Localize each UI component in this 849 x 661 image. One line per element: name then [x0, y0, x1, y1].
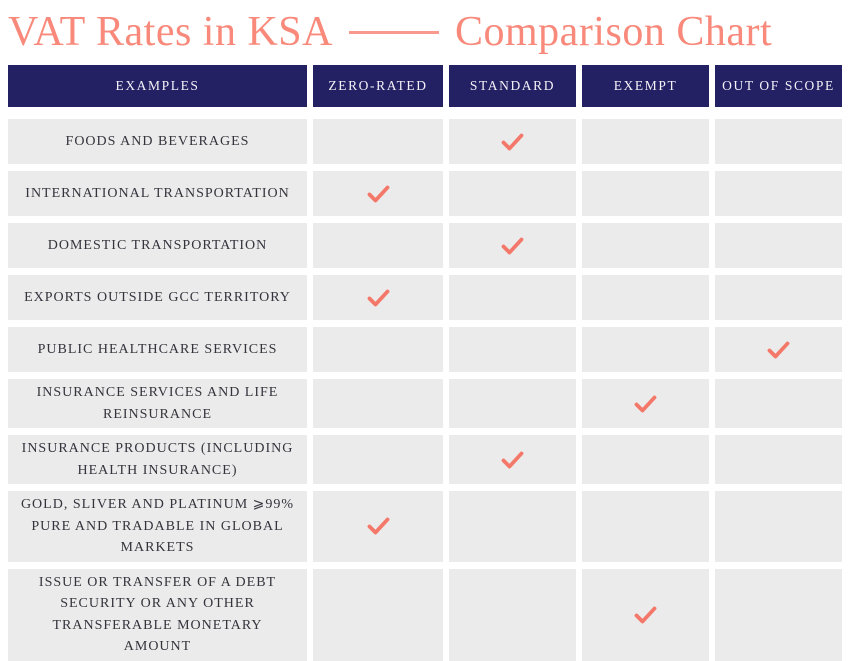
rate-cell — [449, 223, 576, 268]
rate-cell — [449, 171, 576, 216]
rate-cell — [449, 435, 576, 484]
check-icon — [367, 289, 389, 306]
table-row: INTERNATIONAL TRANSPORTATION — [8, 171, 842, 216]
title-left: VAT Rates in KSA — [8, 9, 333, 55]
rate-cell — [449, 379, 576, 428]
check-icon — [634, 606, 657, 623]
rate-cell — [582, 275, 709, 320]
table-row: PUBLIC HEALTHCARE SERVICES — [8, 327, 842, 372]
check-icon — [501, 133, 524, 150]
rate-cell — [582, 568, 709, 661]
table-row: EXPORTS OUTSIDE GCC TERRITORY — [8, 275, 842, 320]
column-header-examples: EXAMPLES — [8, 65, 307, 107]
rate-cell — [582, 327, 709, 372]
rate-cell — [715, 171, 842, 216]
example-cell: FOODS AND BEVERAGES — [8, 119, 307, 164]
rate-cell — [715, 435, 842, 484]
table-header-row: EXAMPLES ZERO-RATED STANDARD EXEMPT OUT … — [8, 65, 842, 107]
rate-cell — [313, 568, 443, 661]
check-icon — [501, 451, 524, 468]
title-right: Comparison Chart — [455, 9, 773, 55]
example-cell: INSURANCE PRODUCTS (INCLUDING HEALTH INS… — [8, 435, 307, 484]
table-row: INSURANCE PRODUCTS (INCLUDING HEALTH INS… — [8, 435, 842, 484]
rate-cell — [582, 171, 709, 216]
rate-cell — [449, 491, 576, 562]
rate-cell — [313, 171, 443, 216]
column-header-out-of-scope: OUT OF SCOPE — [715, 65, 842, 107]
rate-cell — [715, 491, 842, 562]
rate-cell — [715, 327, 842, 372]
table-body: FOODS AND BEVERAGES INTERNATIONAL TRANSPO… — [8, 119, 842, 661]
rate-cell — [313, 379, 443, 428]
example-cell: EXPORTS OUTSIDE GCC TERRITORY — [8, 275, 307, 320]
rate-cell — [582, 491, 709, 562]
rate-cell — [582, 379, 709, 428]
page-title: VAT Rates in KSA Comparison Chart — [0, 0, 849, 62]
rate-cell — [313, 327, 443, 372]
example-cell: INTERNATIONAL TRANSPORTATION — [8, 171, 307, 216]
rate-cell — [449, 568, 576, 661]
table-row: FOODS AND BEVERAGES — [8, 119, 842, 164]
rate-cell — [449, 119, 576, 164]
example-cell: DOMESTIC TRANSPORTATION — [8, 223, 307, 268]
rate-cell — [582, 435, 709, 484]
rate-cell — [715, 119, 842, 164]
column-header-zero-rated: ZERO-RATED — [313, 65, 443, 107]
rate-cell — [715, 275, 842, 320]
table-row: INSURANCE SERVICES AND LIFE REINSURANCE — [8, 379, 842, 428]
table-row: GOLD, SLIVER AND PLATINUM ⩾99% PURE AND … — [8, 491, 842, 562]
example-cell: INSURANCE SERVICES AND LIFE REINSURANCE — [8, 379, 307, 428]
rate-cell — [449, 275, 576, 320]
rate-cell — [582, 223, 709, 268]
rate-cell — [313, 435, 443, 484]
check-icon — [367, 185, 389, 202]
rate-cell — [582, 119, 709, 164]
title-dash-line — [349, 30, 439, 34]
rate-cell — [715, 568, 842, 661]
column-header-standard: STANDARD — [449, 65, 576, 107]
column-header-exempt: EXEMPT — [582, 65, 709, 107]
table-row: ISSUE OR TRANSFER OF A DEBT SECURITY OR … — [8, 568, 842, 661]
rate-cell — [715, 223, 842, 268]
rate-cell — [313, 223, 443, 268]
rate-cell — [449, 327, 576, 372]
rate-cell — [313, 491, 443, 562]
rate-cell — [313, 275, 443, 320]
vat-comparison-table: EXAMPLES ZERO-RATED STANDARD EXEMPT OUT … — [8, 65, 842, 661]
example-cell: GOLD, SLIVER AND PLATINUM ⩾99% PURE AND … — [8, 491, 307, 562]
example-cell: ISSUE OR TRANSFER OF A DEBT SECURITY OR … — [8, 568, 307, 661]
rate-cell — [313, 119, 443, 164]
check-icon — [634, 395, 657, 412]
check-icon — [767, 341, 790, 358]
check-icon — [367, 517, 389, 535]
example-cell: PUBLIC HEALTHCARE SERVICES — [8, 327, 307, 372]
rate-cell — [715, 379, 842, 428]
table-row: DOMESTIC TRANSPORTATION — [8, 223, 842, 268]
check-icon — [501, 237, 524, 254]
